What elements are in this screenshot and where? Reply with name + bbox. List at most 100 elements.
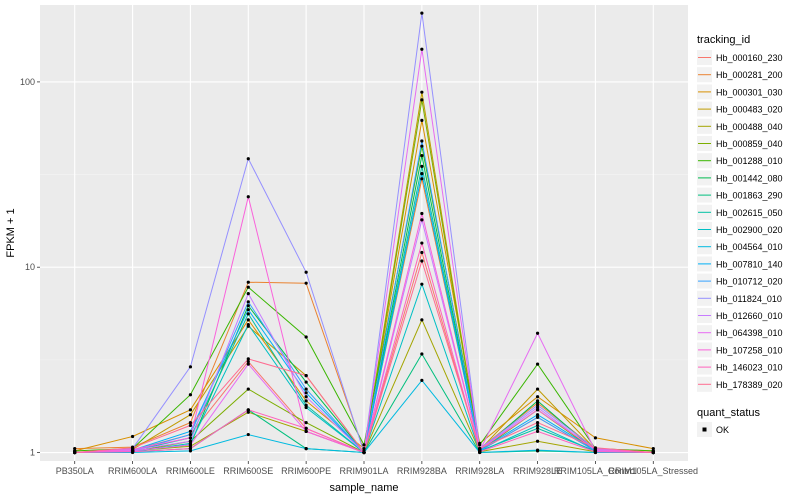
data-point — [535, 423, 540, 428]
data-point — [535, 429, 540, 434]
data-point — [420, 282, 424, 286]
data-point — [188, 423, 193, 428]
data-point — [246, 308, 250, 312]
data-point — [420, 318, 424, 322]
legend-label: Hb_000488_040 — [716, 122, 783, 132]
x-axis-title: sample_name — [329, 482, 398, 494]
legend-label: Hb_012660_010 — [716, 311, 783, 321]
legend-label: Hb_107258_010 — [716, 345, 783, 355]
legend-item: Hb_002900_020 — [697, 222, 783, 237]
legend-item: Hb_007810_140 — [697, 256, 783, 272]
data-point — [593, 436, 598, 440]
data-point — [362, 443, 366, 447]
data-point — [188, 365, 193, 369]
data-point — [420, 352, 424, 356]
data-point — [188, 436, 193, 440]
data-point — [304, 281, 308, 285]
data-point — [130, 434, 135, 439]
data-point — [420, 118, 424, 122]
legend-label: Hb_000301_030 — [716, 87, 783, 97]
x-tick-label: RRIM600LA — [108, 466, 157, 476]
data-point — [593, 446, 598, 450]
data-point — [651, 450, 655, 455]
x-tick-label: RRIM105LA_Control — [554, 466, 637, 476]
data-point — [246, 362, 250, 366]
legend-item: Hb_011824_010 — [697, 290, 782, 306]
y-tick-label: 10 — [25, 262, 35, 272]
legend-item: Hb_010712_020 — [697, 273, 783, 289]
legend-item: Hb_178389_020 — [697, 376, 783, 392]
y-axis-title: FPKM + 1 — [5, 208, 17, 257]
legend-item: Hb_107258_010 — [697, 342, 783, 358]
data-point — [188, 443, 193, 447]
data-point — [304, 403, 308, 407]
legend-item: Hb_000488_040 — [697, 118, 783, 134]
data-point — [420, 11, 424, 15]
x-tick-label: RRIM600LE — [166, 466, 215, 476]
data-point — [304, 421, 308, 425]
data-point — [73, 446, 77, 451]
data-point — [478, 446, 482, 451]
data-point — [188, 393, 193, 397]
data-point — [535, 403, 540, 407]
legend-item: Hb_064398_010 — [697, 325, 783, 341]
legend-label: Hb_011824_010 — [716, 294, 782, 304]
legend-title: tracking_id — [697, 34, 750, 46]
legend-item: Hb_146023_010 — [697, 359, 783, 375]
legend-label: Hb_001442_080 — [716, 173, 783, 183]
square-marker-icon — [702, 427, 707, 432]
data-point — [535, 439, 540, 443]
legend-item: Hb_002615_050 — [697, 204, 783, 220]
data-point — [246, 195, 250, 199]
data-point — [246, 300, 250, 304]
legend-label: Hb_146023_010 — [716, 363, 783, 373]
data-point — [420, 378, 424, 383]
shape-legend-items: OK — [697, 422, 729, 437]
data-point — [420, 144, 424, 148]
data-point — [420, 218, 424, 222]
data-point — [188, 421, 193, 425]
legend-label: Hb_000859_040 — [716, 139, 783, 149]
legend-item: Hb_000483_020 — [697, 101, 783, 117]
legend-item: Hb_000301_030 — [697, 84, 783, 100]
x-tick-label: RRIM901LA — [339, 466, 388, 476]
data-point — [246, 312, 250, 316]
data-point — [420, 241, 424, 245]
data-point — [420, 139, 424, 143]
data-point — [420, 211, 424, 216]
data-point — [535, 413, 540, 417]
data-point — [362, 446, 366, 451]
data-point — [304, 391, 308, 395]
x-tick-label: RRIM600PE — [281, 466, 331, 476]
series-points — [73, 11, 655, 455]
data-point — [246, 387, 250, 391]
data-point — [130, 450, 135, 454]
legend: tracking_id Hb_000160_230Hb_000281_200Hb… — [697, 34, 783, 437]
data-point — [420, 172, 424, 176]
x-tick-label: RRIM600SE — [223, 466, 273, 476]
data-point — [246, 359, 250, 364]
x-tick-label: RRIM928LA — [455, 466, 504, 476]
legend-label: Hb_007810_140 — [716, 259, 783, 269]
legend-label: Hb_064398_010 — [716, 328, 783, 338]
data-point — [593, 450, 598, 454]
data-point — [246, 432, 250, 437]
data-point — [246, 292, 250, 296]
data-point — [246, 323, 250, 327]
data-point — [246, 280, 250, 284]
data-point — [478, 443, 482, 447]
data-point — [188, 413, 193, 417]
y-tick-label: 100 — [20, 77, 35, 87]
legend-item: Hb_000281_200 — [697, 67, 783, 83]
data-point — [188, 408, 193, 412]
data-point — [246, 357, 250, 361]
data-point — [535, 405, 540, 410]
data-point — [304, 429, 308, 434]
data-point — [304, 270, 308, 274]
data-point — [304, 380, 308, 384]
data-point — [535, 448, 540, 452]
data-point — [420, 164, 424, 168]
legend-item: Hb_001288_010 — [697, 153, 783, 169]
data-point — [535, 362, 540, 366]
